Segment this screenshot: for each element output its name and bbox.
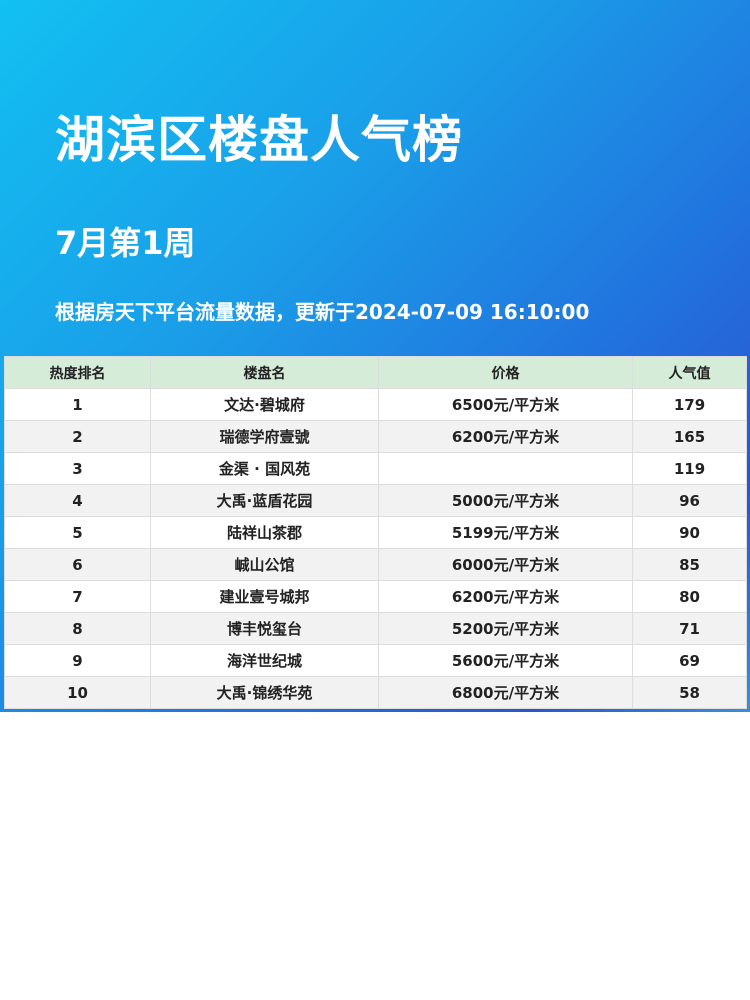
- rank-cell: 3: [4, 452, 151, 485]
- rank-cell: 4: [4, 484, 151, 517]
- popularity-cell: 96: [632, 484, 747, 517]
- price-cell: 6500元/平方米: [378, 388, 633, 421]
- popularity-cell: 69: [632, 644, 747, 677]
- update-note: 根据房天下平台流量数据，更新于2024-07-09 16:10:00: [55, 300, 590, 324]
- price-cell: 5199元/平方米: [378, 516, 633, 549]
- table-row: 7 建业壹号城邦 6200元/平方米 80: [4, 580, 747, 613]
- page-title: 湖滨区楼盘人气榜: [55, 111, 463, 169]
- column-header-name: 楼盘名: [150, 356, 379, 389]
- popularity-cell: 90: [632, 516, 747, 549]
- popularity-cell: 71: [632, 612, 747, 645]
- ranking-table: 热度排名 楼盘名 价格 人气值 1 文达·碧城府 6500元/平方米 179 2 瑞德学府…: [4, 356, 747, 709]
- name-cell: 陆祥山茶郡: [150, 516, 379, 549]
- name-cell: 大禹·锦绣华苑: [150, 676, 379, 709]
- table-row: 5 陆祥山茶郡 5199元/平方米 90: [4, 516, 747, 549]
- rank-cell: 6: [4, 548, 151, 581]
- price-cell: 6800元/平方米: [378, 676, 633, 709]
- popularity-cell: 165: [632, 420, 747, 453]
- rank-cell: 9: [4, 644, 151, 677]
- name-cell: 金渠 · 国风苑: [150, 452, 379, 485]
- price-cell: 5600元/平方米: [378, 644, 633, 677]
- rank-cell: 5: [4, 516, 151, 549]
- popularity-cell: 119: [632, 452, 747, 485]
- price-cell: 6200元/平方米: [378, 580, 633, 613]
- column-header-popularity: 人气值: [632, 356, 747, 389]
- rank-cell: 10: [4, 676, 151, 709]
- table-row: 2 瑞德学府壹號 6200元/平方米 165: [4, 420, 747, 453]
- popularity-cell: 80: [632, 580, 747, 613]
- price-cell: 6200元/平方米: [378, 420, 633, 453]
- table-row: 4 大禹·蓝盾花园 5000元/平方米 96: [4, 484, 747, 517]
- rank-cell: 7: [4, 580, 151, 613]
- rank-cell: 2: [4, 420, 151, 453]
- table-row: 10 大禹·锦绣华苑 6800元/平方米 58: [4, 676, 747, 709]
- table-row: 8 博丰悦玺台 5200元/平方米 71: [4, 612, 747, 645]
- popularity-cell: 58: [632, 676, 747, 709]
- table-header-row: 热度排名 楼盘名 价格 人气值: [4, 356, 747, 389]
- price-cell: 5000元/平方米: [378, 484, 633, 517]
- name-cell: 瑞德学府壹號: [150, 420, 379, 453]
- table-row: 1 文达·碧城府 6500元/平方米 179: [4, 388, 747, 421]
- name-cell: 海洋世纪城: [150, 644, 379, 677]
- rank-cell: 1: [4, 388, 151, 421]
- price-cell: [378, 452, 633, 485]
- name-cell: 建业壹号城邦: [150, 580, 379, 613]
- column-header-rank: 热度排名: [4, 356, 151, 389]
- table-row: 3 金渠 · 国风苑 119: [4, 452, 747, 485]
- price-cell: 6000元/平方米: [378, 548, 633, 581]
- price-cell: 5200元/平方米: [378, 612, 633, 645]
- table-row: 6 峸山公馆 6000元/平方米 85: [4, 548, 747, 581]
- name-cell: 大禹·蓝盾花园: [150, 484, 379, 517]
- table-row: 9 海洋世纪城 5600元/平方米 69: [4, 644, 747, 677]
- name-cell: 博丰悦玺台: [150, 612, 379, 645]
- name-cell: 文达·碧城府: [150, 388, 379, 421]
- rank-cell: 8: [4, 612, 151, 645]
- popularity-cell: 179: [632, 388, 747, 421]
- column-header-price: 价格: [378, 356, 633, 389]
- name-cell: 峸山公馆: [150, 548, 379, 581]
- popularity-cell: 85: [632, 548, 747, 581]
- page-subtitle: 7月第1周: [55, 224, 196, 262]
